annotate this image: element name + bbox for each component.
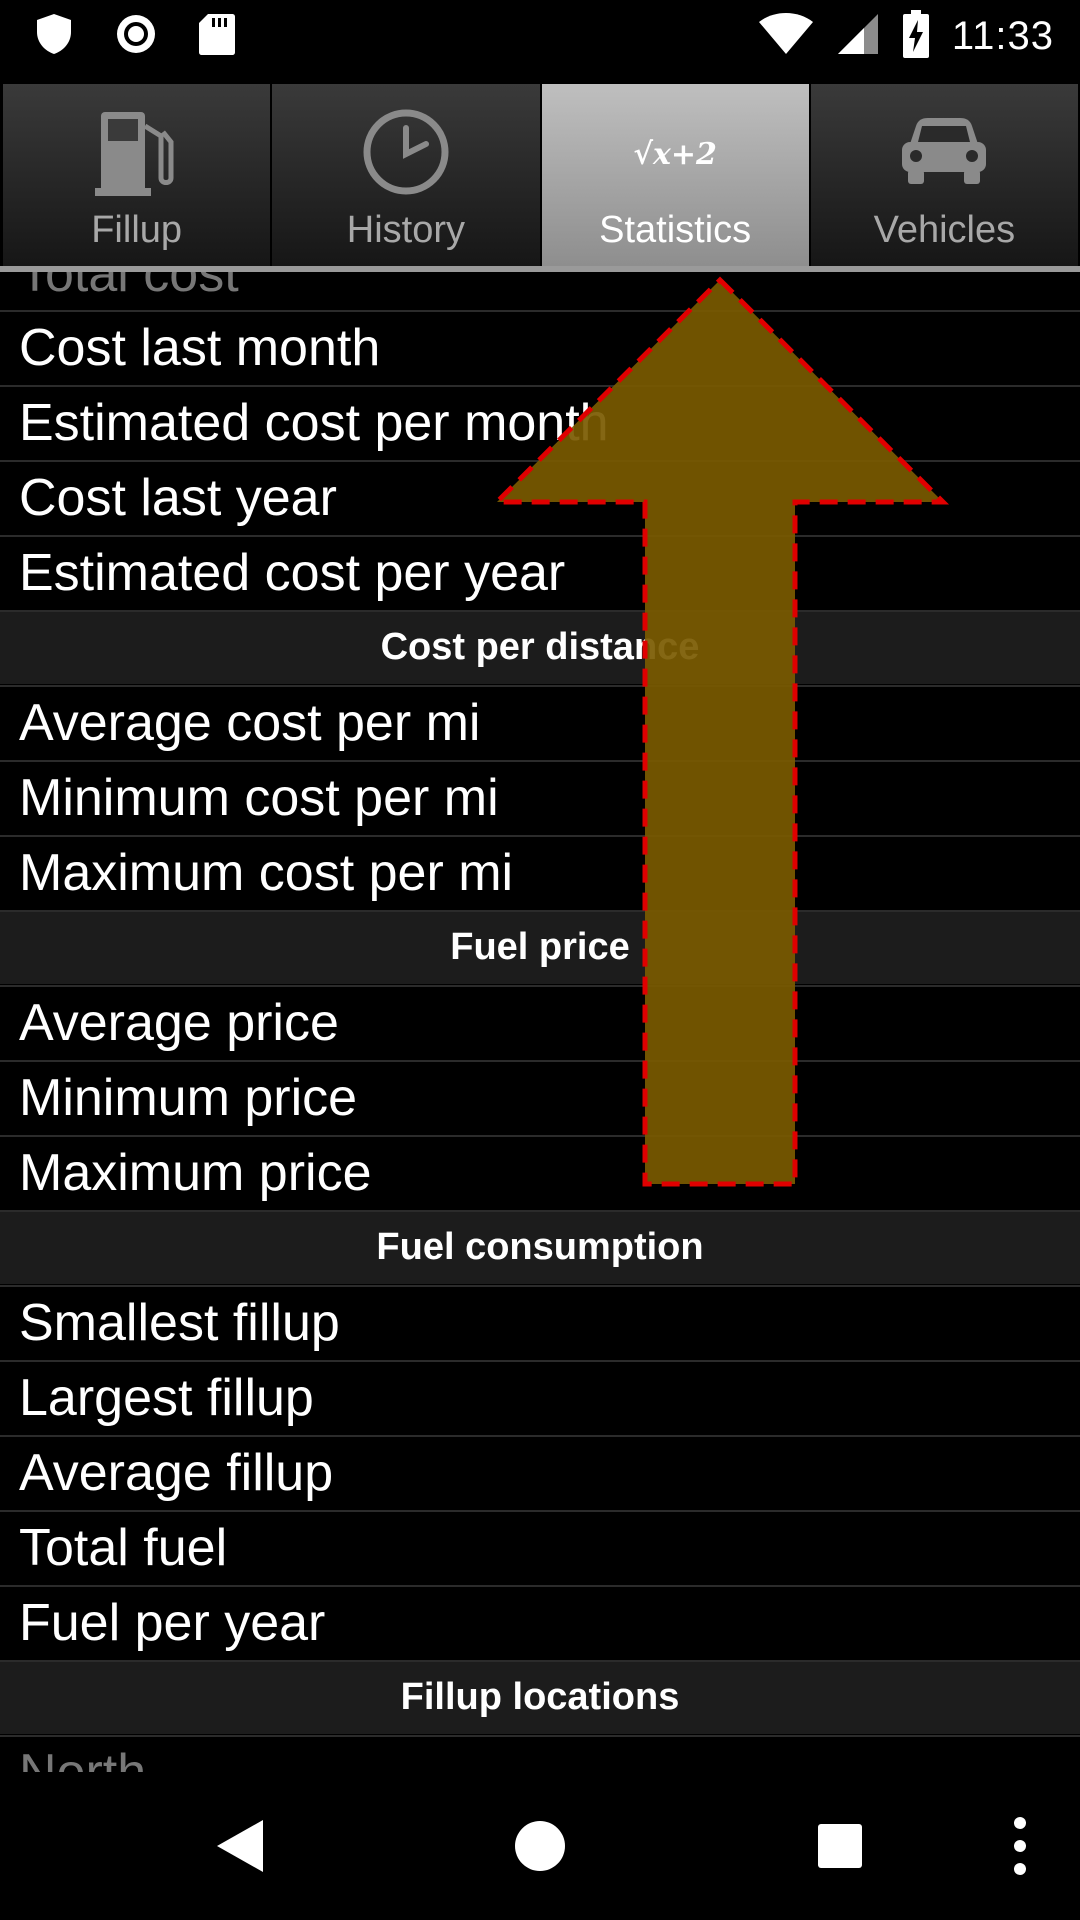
list-item[interactable]: Fuel per year: [0, 1585, 1080, 1659]
list-item[interactable]: Estimated cost per year: [0, 535, 1080, 609]
tab-label: Fillup: [91, 209, 183, 251]
home-button[interactable]: [500, 1776, 580, 1920]
recents-icon: [816, 1822, 864, 1874]
cell-signal-icon: [836, 12, 880, 60]
tab-vehicles[interactable]: Vehicles: [810, 84, 1080, 266]
list-item[interactable]: Maximum cost per mi: [0, 835, 1080, 909]
list-item[interactable]: Average price: [0, 985, 1080, 1059]
list-item[interactable]: Average cost per mi: [0, 685, 1080, 759]
math-formula-icon: √x+2: [633, 136, 717, 172]
battery-charging-icon: [902, 9, 930, 63]
clock-time: 11:33: [951, 13, 1054, 58]
wifi-icon: [758, 12, 814, 60]
tab-label: History: [346, 209, 465, 251]
list-item[interactable]: Minimum cost per mi: [0, 760, 1080, 834]
tab-fillup[interactable]: Fillup: [0, 84, 273, 266]
tab-statistics[interactable]: √x+2 Statistics: [541, 84, 811, 266]
shield-icon: [34, 12, 74, 60]
status-bar: 11:33: [0, 0, 1080, 72]
clock-icon: [360, 106, 452, 202]
list-item[interactable]: Smallest fillup: [0, 1285, 1080, 1359]
section-header: Fillup locations: [0, 1660, 1080, 1734]
navigation-bar: [0, 1776, 1080, 1920]
back-button[interactable]: [200, 1776, 280, 1920]
list-item[interactable]: Cost last year: [0, 460, 1080, 534]
tab-history[interactable]: History: [272, 84, 542, 266]
list-item[interactable]: Largest fillup: [0, 1360, 1080, 1434]
list-item[interactable]: Total cost: [0, 272, 1080, 310]
list-item[interactable]: Average fillup: [0, 1435, 1080, 1509]
tab-indicator: [0, 266, 1080, 272]
car-icon: [898, 112, 990, 196]
overflow-menu-icon: [1013, 1816, 1027, 1880]
sd-card-icon: [198, 12, 236, 60]
back-icon: [215, 1818, 265, 1878]
list-item[interactable]: Minimum price: [0, 1060, 1080, 1134]
statistics-list[interactable]: Total cost Cost last month Estimated cos…: [0, 272, 1080, 1772]
list-item[interactable]: Cost last month: [0, 310, 1080, 384]
section-header: Fuel price: [0, 910, 1080, 984]
fuel-pump-icon: [91, 106, 183, 202]
record-icon: [114, 12, 158, 60]
list-item[interactable]: Estimated cost per month: [0, 385, 1080, 459]
list-item[interactable]: Maximum price: [0, 1135, 1080, 1209]
list-item[interactable]: North: [0, 1735, 1080, 1772]
section-header: Fuel consumption: [0, 1210, 1080, 1284]
list-item[interactable]: Total fuel: [0, 1510, 1080, 1584]
overflow-menu-button[interactable]: [1000, 1776, 1040, 1920]
tab-label: Statistics: [599, 209, 752, 251]
home-icon: [513, 1819, 567, 1877]
section-header: Cost per distance: [0, 610, 1080, 684]
tab-bar: Fillup History √x+2 Statistics: [0, 84, 1080, 266]
recents-button[interactable]: [800, 1776, 880, 1920]
tab-label: Vehicles: [873, 209, 1016, 251]
